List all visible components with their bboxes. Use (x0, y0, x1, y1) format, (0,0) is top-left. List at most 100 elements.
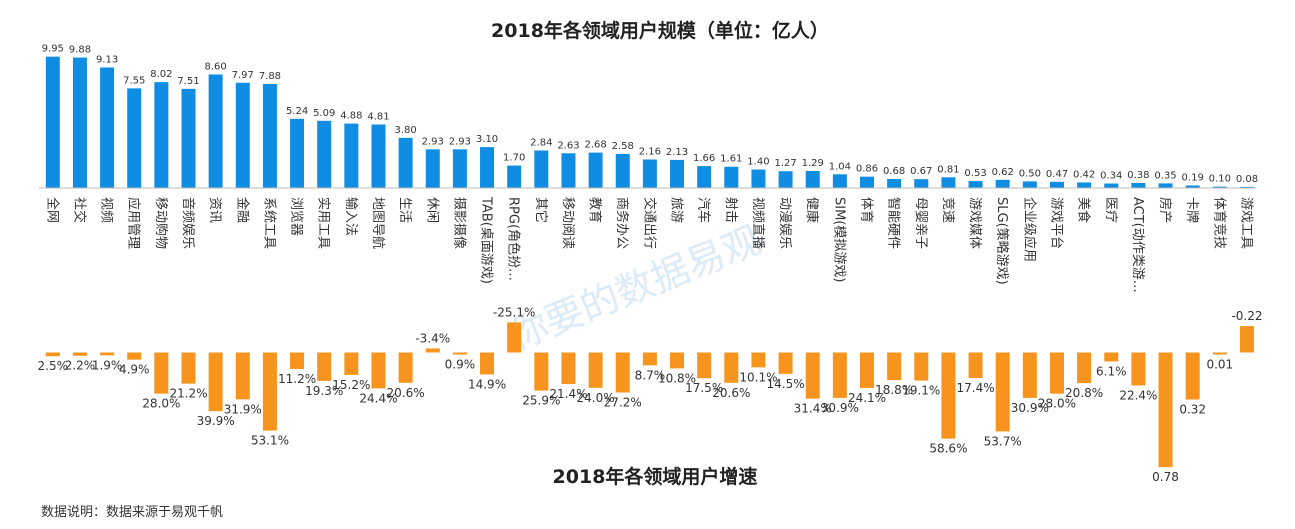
category-label: SLG(策略游戏) (994, 197, 1010, 285)
category-label: 休闲 (424, 197, 439, 223)
growth-bar (452, 352, 467, 355)
growth-value-label: 20.6% (712, 386, 750, 400)
users-value-label: 5.24 (286, 106, 308, 117)
category-label: 音频娱乐 (180, 197, 196, 249)
category-label: 全网 (44, 197, 60, 223)
growth-chart-title: 2018年各领域用户增速 (553, 465, 758, 488)
users-value-label: 0.38 (1127, 170, 1149, 181)
growth-value-label: 31.4% (794, 402, 832, 416)
growth-value-label: 10.8% (658, 371, 696, 385)
users-bar (1131, 182, 1146, 188)
category-label: 游戏平台 (1048, 197, 1063, 249)
growth-value-label: 4.9% (119, 363, 150, 377)
users-bar (262, 83, 277, 188)
users-bar (45, 56, 60, 188)
growth-bar (914, 352, 929, 381)
growth-bar (860, 352, 874, 388)
growth-value-label: 22.4% (1119, 388, 1157, 402)
users-value-label: 0.68 (883, 166, 905, 177)
users-bar (995, 179, 1010, 188)
growth-value-label: 14.5% (767, 377, 805, 391)
growth-value-label: 31.9% (224, 402, 262, 416)
users-bar (154, 82, 169, 188)
growth-bar (805, 352, 820, 399)
category-label: 应用管理 (126, 197, 142, 249)
users-value-label: 1.70 (503, 153, 525, 164)
category-label: 视频 (99, 197, 114, 223)
growth-bar (1022, 352, 1037, 398)
users-value-label: 2.93 (422, 136, 444, 147)
users-bar (1239, 186, 1254, 188)
growth-value-label: 18.8% (875, 383, 913, 397)
category-label: SIM(模拟游戏) (831, 197, 846, 282)
category-label: 摄影摄像 (451, 197, 466, 249)
users-value-label: 5.09 (313, 108, 335, 119)
category-label: 动漫娱乐 (777, 197, 792, 249)
users-value-label: 1.66 (693, 153, 715, 164)
growth-bar (1104, 352, 1119, 362)
users-bar (561, 153, 576, 188)
users-bar (615, 153, 630, 188)
users-value-label: 0.67 (910, 166, 932, 177)
users-bar (670, 159, 685, 188)
growth-value-labels: 2.5%2.2%1.9%4.9%28.0%21.2%39.9%31.9%53.1… (38, 305, 1263, 484)
growth-bar (941, 352, 956, 439)
users-value-label: 9.13 (96, 54, 118, 65)
growth-value-label: 28.0% (1038, 397, 1076, 411)
growth-bar (72, 352, 87, 356)
users-value-label: 7.55 (123, 75, 145, 86)
users-value-label: 1.29 (802, 158, 824, 169)
users-value-label: 0.08 (1236, 174, 1258, 185)
category-label: 教育 (587, 197, 603, 223)
watermark: 你要的数据易观 (504, 218, 767, 358)
users-bar (778, 171, 793, 188)
users-bar (72, 57, 87, 188)
growth-value-label: 0.01 (1206, 358, 1233, 372)
growth-bar (371, 352, 386, 389)
users-bar (724, 166, 739, 188)
growth-bar (588, 352, 603, 388)
growth-bar (1158, 352, 1173, 468)
category-label: 商务办公 (614, 197, 630, 249)
category-label: 智能硬件 (886, 197, 901, 249)
users-bar (452, 149, 467, 188)
category-label: ACT(动作类游… (1130, 197, 1145, 293)
users-bar (1049, 181, 1064, 188)
growth-value-label: 1.9% (92, 358, 123, 372)
growth-bar (697, 352, 712, 379)
growth-bar (208, 352, 223, 412)
growth-bar (615, 352, 630, 393)
users-value-label: 7.51 (177, 76, 199, 87)
users-bar (941, 177, 956, 188)
growth-bar (100, 352, 115, 356)
users-value-label: 2.63 (557, 140, 579, 151)
growth-value-label: 0.32 (1179, 403, 1206, 417)
users-bar (317, 120, 332, 188)
category-label: 企业级应用 (1021, 197, 1037, 262)
users-value-label: 2.58 (612, 141, 634, 152)
growth-bar (344, 352, 359, 375)
category-label: 汽车 (696, 197, 712, 223)
category-label: 移动购物 (153, 197, 169, 249)
category-label: 健康 (804, 197, 820, 223)
growth-bar (480, 352, 495, 375)
growth-bar (425, 348, 440, 353)
users-value-label: 0.53 (964, 168, 986, 179)
growth-bar (262, 352, 277, 431)
users-bar (235, 82, 250, 188)
watermark-text: 你要的数据易观 (504, 218, 767, 358)
growth-value-label: 8.7% (635, 368, 666, 382)
growth-value-label: 24.0% (577, 391, 615, 405)
users-bar (371, 124, 386, 188)
category-label: 美食 (1076, 197, 1092, 223)
growth-value-label: 39.9% (197, 414, 235, 428)
growth-value-label: 30.9% (821, 401, 859, 415)
growth-bar (561, 352, 576, 384)
users-bar (181, 88, 196, 188)
users-value-label: 1.27 (774, 158, 796, 169)
users-bar (968, 181, 983, 188)
growth-value-label: -25.1% (493, 305, 535, 319)
category-label: 输入法 (343, 197, 359, 236)
users-bar (751, 169, 766, 188)
growth-value-label: 6.1% (1096, 364, 1127, 378)
